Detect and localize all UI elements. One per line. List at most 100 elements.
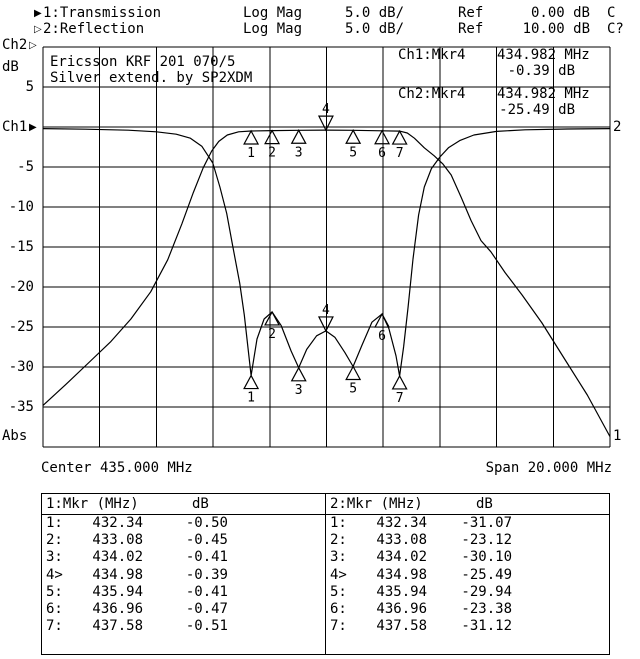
marker-frequency: 432.34 (92, 515, 143, 531)
marker-frequency: 436.96 (376, 600, 427, 617)
marker-number: 3: (46, 549, 63, 566)
device-title-line1: Ericsson KRF 201 070/5 (50, 54, 236, 70)
center-frequency-label: Center 435.000 MHz (41, 460, 193, 476)
marker-level: -0.39 (185, 566, 228, 583)
marker-table-row: 7: 437.58 -31.12 (326, 618, 609, 635)
marker-table-ch1: 1:Mkr (MHz) dB 1: 432.34 -0.50 2: 433.08 -0.4… (42, 494, 326, 654)
trace1-format: Log Mag (243, 5, 303, 21)
reflection-marker-7-icon (391, 374, 408, 390)
reflection-marker-1-label: 1 (247, 391, 255, 406)
trace1-ref-value: 0.00 dB (530, 5, 590, 21)
marker-number: 5: (330, 583, 347, 600)
marker-number: 7: (330, 618, 347, 635)
reflection-marker-1-icon (243, 374, 260, 390)
transmission-marker-2-icon (264, 129, 281, 145)
transmission-marker-2-label: 2 (268, 146, 276, 161)
reflection-marker-6-icon (374, 312, 391, 328)
marker-number: 1: (46, 515, 63, 531)
ytick-minus20: -20 (8, 279, 34, 295)
ytick-plus5: 5 (25, 79, 34, 95)
ch2-marker-readout-label: Ch2:Mkr4 (398, 86, 466, 102)
ytick-minus10: -10 (8, 199, 34, 215)
marker-level: -29.94 (461, 583, 512, 600)
reflection-marker-7-label: 7 (396, 391, 404, 406)
trace2-label: 2:Reflection (43, 21, 145, 37)
marker-number: 3: (330, 549, 347, 566)
transmission-marker-4-active-icon (317, 115, 334, 132)
transmission-marker-7-label: 7 (396, 146, 404, 161)
marker-number: 6: (46, 600, 63, 617)
reflection-marker-2-icon (264, 310, 281, 326)
trace1-label: 1:Transmission (43, 5, 162, 21)
marker-table-row: 2: 433.08 -23.12 (326, 532, 609, 549)
marker-table-row: 1: 432.34 -0.50 (42, 515, 325, 532)
ch1-axis-label: Ch1 (2, 119, 28, 135)
transmission-marker-1-label: 1 (247, 146, 255, 161)
marker-level: -0.50 (185, 515, 228, 531)
marker-table-row: 3: 434.02 -0.41 (42, 549, 325, 566)
transmission-marker-3-icon (290, 129, 307, 144)
marker-table-row: 7: 437.58 -0.51 (42, 618, 325, 635)
marker-number: 4> (46, 566, 63, 583)
reflection-marker-2-label: 2 (268, 327, 276, 342)
marker-level: -23.38 (461, 600, 512, 617)
marker-level: -0.45 (185, 532, 228, 549)
ch1-marker-readout-value: -0.39 dB (507, 63, 575, 79)
marker-table-ch1-rows: 1: 432.34 -0.50 2: 433.08 -0.45 3: 434.02 -0.41 4… (42, 515, 325, 635)
ch1-marker-readout-label: Ch1:Mkr4 (398, 47, 466, 63)
marker-frequency: 434.98 (376, 566, 427, 583)
marker-number: 1: (330, 515, 347, 531)
marker-table-row: 5: 435.94 -29.94 (326, 584, 609, 601)
reflection-marker-5-label: 5 (349, 382, 357, 397)
ytick-minus25: -25 (8, 319, 34, 335)
marker-number: 7: (46, 618, 63, 635)
trace2-ref-label: Ref (458, 21, 484, 37)
marker-table-row: 5: 435.94 -0.41 (42, 584, 325, 601)
marker-level: -30.10 (461, 549, 512, 566)
trace-reflection (42, 128, 611, 377)
ch1-marker-readout-freq: 434.982 MHz (497, 47, 590, 63)
ch2-marker-readout-value: -25.49 dB (499, 102, 575, 118)
marker-level: -0.47 (185, 600, 228, 617)
transmission-marker-6-icon (374, 129, 391, 145)
abs-scale-label: Abs (2, 428, 28, 444)
reflection-marker-6-label: 6 (378, 329, 386, 344)
marker-table-ch2-unit: dB (476, 496, 493, 512)
marker-table-ch2-rows: 1: 432.34 -31.07 2: 433.08 -23.12 3: 434.02 -30.… (326, 515, 609, 635)
marker-number: 5: (46, 583, 63, 600)
transmission-marker-1-icon (243, 129, 260, 145)
marker-frequency: 433.08 (376, 532, 427, 549)
marker-table: 1:Mkr (MHz) dB 1: 432.34 -0.50 2: 433.08 -0.4… (41, 493, 610, 655)
marker-frequency: 432.34 (376, 515, 427, 531)
ch2-ref-arrow-icon: ▷ (29, 40, 37, 51)
ytick-minus15: -15 (8, 239, 34, 255)
marker-frequency: 434.02 (376, 549, 427, 566)
transmission-marker-4-label: 4 (322, 102, 330, 117)
marker-frequency: 435.94 (92, 583, 143, 600)
marker-frequency: 436.96 (92, 600, 143, 617)
trace2-cal-status: C? (607, 21, 624, 37)
transmission-marker-5-label: 5 (349, 145, 357, 160)
marker-level: -25.49 (461, 566, 512, 583)
marker-frequency: 435.94 (376, 583, 427, 600)
marker-number: 2: (46, 532, 63, 549)
reflection-marker-4-active-icon (317, 316, 334, 333)
trace2-inactive-arrow-icon: ▷ (34, 24, 42, 35)
marker-frequency: 433.08 (92, 532, 143, 549)
marker-level: -31.12 (461, 618, 512, 635)
marker-table-row: 3: 434.02 -30.10 (326, 549, 609, 566)
reflection-marker-4-label: 4 (322, 303, 330, 318)
ytick-minus30: -30 (8, 359, 34, 375)
trace1-ref-label: Ref (458, 5, 484, 21)
reflection-marker-5-icon (345, 365, 362, 381)
marker-table-ch1-header: 1:Mkr (MHz) dB (42, 494, 325, 515)
trace1-scale: 5.0 dB/ (345, 5, 405, 21)
reflection-marker-3-icon (290, 366, 307, 382)
marker-table-ch1-unit: dB (192, 496, 209, 512)
ch2-axis-label: Ch2 (2, 37, 28, 53)
device-title-line2: Silver extend. by SP2XDM (50, 70, 253, 86)
marker-table-row: 4> 434.98 -0.39 (42, 567, 325, 584)
trace2-ref-value: 10.00 dB (522, 21, 590, 37)
